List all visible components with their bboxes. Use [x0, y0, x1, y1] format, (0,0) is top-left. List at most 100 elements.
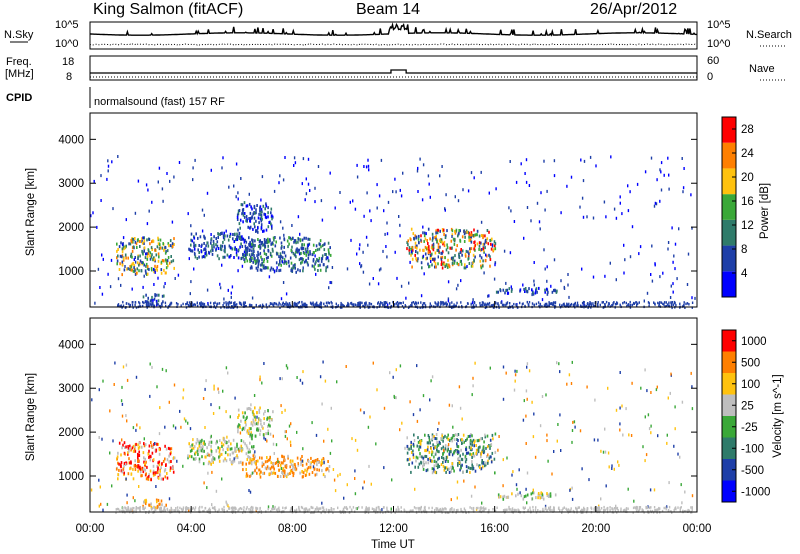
- echo-point: [604, 508, 606, 512]
- echo-point: [420, 294, 423, 298]
- echo-point: [285, 465, 288, 469]
- echo-point: [490, 242, 492, 246]
- echo-point: [228, 185, 230, 189]
- echo-point: [525, 487, 527, 491]
- echo-point: [252, 241, 254, 245]
- echo-point: [479, 506, 481, 510]
- echo-point: [205, 251, 207, 254]
- echo-point: [626, 305, 628, 308]
- echo-point: [337, 506, 339, 510]
- echo-point: [546, 279, 548, 283]
- echo-point: [566, 303, 568, 306]
- echo-point: [613, 301, 615, 304]
- echo-point: [330, 406, 332, 410]
- echo-point: [488, 294, 490, 298]
- echo-point: [431, 467, 434, 471]
- echo-point: [546, 265, 548, 269]
- echo-point: [132, 261, 135, 265]
- echo-point: [259, 475, 262, 479]
- echo-point: [486, 254, 488, 258]
- echo-point: [111, 484, 113, 488]
- echo-point: [295, 250, 297, 254]
- echo-point: [424, 245, 427, 249]
- echo-point: [155, 299, 158, 303]
- echo-point: [236, 454, 238, 458]
- echo-point: [370, 219, 372, 223]
- echo-point: [240, 238, 242, 241]
- echo-point: [237, 234, 239, 238]
- echo-point: [437, 303, 439, 307]
- echo-point: [162, 199, 164, 203]
- echo-point: [157, 471, 159, 475]
- echo-point: [376, 183, 378, 187]
- echo-point: [311, 302, 313, 306]
- echo-point: [460, 279, 462, 283]
- echo-point: [494, 261, 497, 265]
- echo-point: [505, 495, 508, 499]
- echo-point: [365, 235, 368, 239]
- echo-point: [262, 260, 265, 264]
- echo-point: [174, 426, 177, 430]
- echo-point: [480, 467, 483, 471]
- echo-point: [252, 409, 254, 413]
- echo-point: [259, 506, 261, 510]
- echo-point: [146, 252, 148, 256]
- echo-point: [312, 511, 314, 514]
- echo-point: [527, 303, 529, 306]
- echo-point: [269, 238, 271, 242]
- echo-point: [460, 301, 462, 304]
- echo-point: [458, 229, 460, 232]
- echo-point: [438, 251, 440, 255]
- freq-unit-label: [MHz]: [5, 68, 34, 80]
- echo-point: [518, 468, 520, 472]
- echo-point: [237, 416, 239, 419]
- echo-point: [486, 237, 489, 241]
- echo-point: [233, 301, 235, 305]
- echo-point: [623, 243, 625, 247]
- echo-point: [316, 258, 318, 261]
- echo-point: [308, 472, 311, 476]
- noise-right-tick-top: 10^5: [707, 19, 731, 31]
- echo-point: [541, 509, 544, 513]
- echo-point: [531, 400, 533, 404]
- echo-point: [316, 506, 318, 509]
- echo-point: [381, 302, 383, 305]
- echo-point: [342, 304, 344, 307]
- echo-point: [293, 164, 295, 167]
- echo-point: [188, 304, 190, 307]
- echo-point: [322, 360, 324, 364]
- echo-point: [435, 433, 438, 436]
- echo-point: [679, 455, 681, 459]
- echo-point: [194, 451, 197, 455]
- echo-point: [551, 472, 553, 476]
- echo-point: [156, 268, 158, 272]
- echo-point: [134, 459, 136, 463]
- echo-point: [158, 255, 160, 259]
- freq-tick-bottom: 8: [66, 71, 72, 83]
- echo-point: [482, 248, 485, 252]
- echo-point: [452, 258, 454, 262]
- echo-point: [456, 480, 459, 484]
- echo-point: [289, 509, 292, 512]
- echo-point: [534, 455, 537, 459]
- echo-point: [148, 238, 151, 241]
- echo-point: [446, 243, 448, 247]
- echo-point: [273, 471, 275, 475]
- echo-point: [157, 276, 159, 280]
- echo-point: [259, 432, 261, 436]
- echo-point: [326, 256, 328, 259]
- echo-point: [342, 507, 345, 511]
- echo-point: [294, 463, 296, 467]
- echo-point: [198, 509, 201, 513]
- echo-point: [288, 264, 290, 268]
- echo-point: [147, 475, 150, 479]
- echo-point: [650, 424, 652, 428]
- echo-point: [406, 447, 409, 451]
- echo-point: [524, 172, 526, 175]
- echo-point: [329, 171, 331, 175]
- echo-point: [107, 159, 109, 163]
- x-tick-label: 00:00: [683, 523, 712, 535]
- echo-point: [388, 306, 390, 309]
- echo-point: [691, 296, 693, 300]
- echo-point: [318, 242, 321, 246]
